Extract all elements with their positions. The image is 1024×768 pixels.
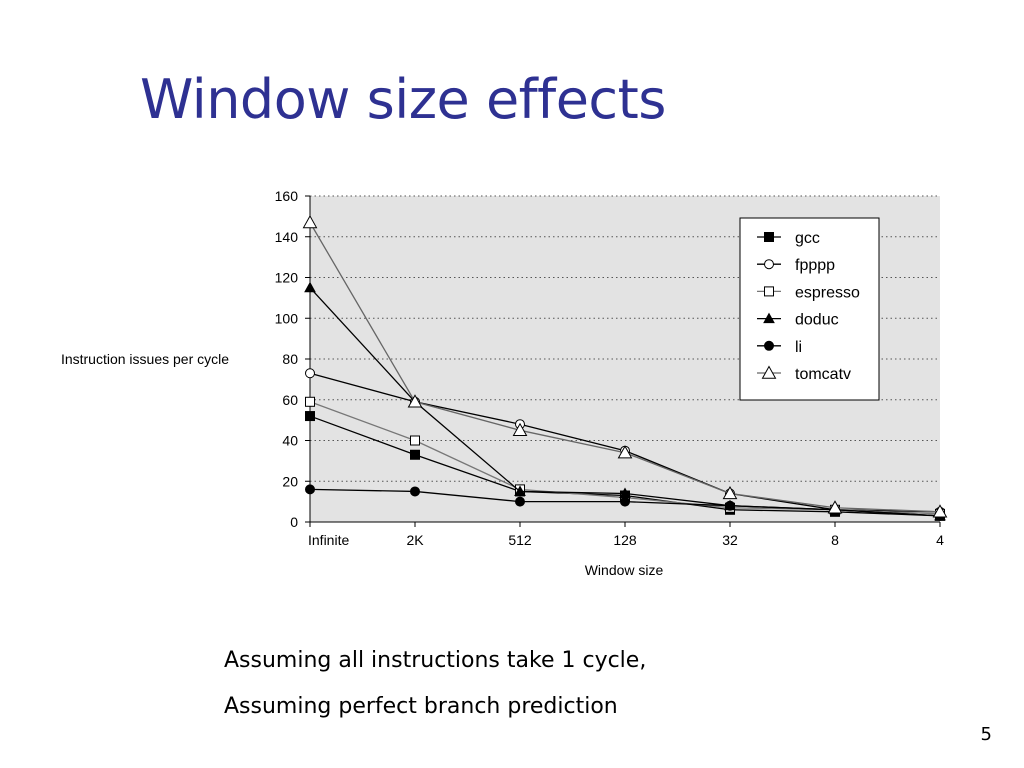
x-tick-label: 8	[831, 532, 839, 548]
x-tick-label: 128	[613, 532, 637, 548]
legend: gcc fpppp espresso doduc li tomcatv	[739, 217, 880, 401]
data-point-tomcatv	[722, 485, 738, 500]
data-point-li	[725, 500, 735, 511]
legend-label-gcc: gcc	[795, 230, 820, 247]
data-point-li	[410, 486, 420, 497]
data-point-li	[305, 484, 315, 495]
data-point-li	[620, 496, 630, 507]
y-tick-label: 60	[282, 392, 298, 408]
x-axis-ticks: Infinite 2K 512 128 32 8 4	[308, 522, 944, 548]
x-tick-label: 4	[936, 532, 944, 548]
page-number: 5	[980, 724, 992, 745]
note-instruction-cycle: Assuming all instructions take 1 cycle,	[224, 648, 647, 673]
x-tick-label: 32	[722, 532, 738, 548]
y-axis-ticks: 0 20 40 60 80 100 120 140 160	[275, 188, 310, 530]
legend-label-li: li	[795, 339, 802, 356]
y-axis-label: Instruction issues per cycle	[61, 351, 229, 367]
legend-label-fpppp: fpppp	[795, 257, 835, 274]
x-tick-label: Infinite	[308, 532, 349, 548]
legend-box	[739, 217, 880, 401]
y-tick-label: 160	[275, 188, 299, 204]
data-point-espresso	[410, 435, 420, 446]
y-tick-label: 140	[275, 229, 299, 245]
legend-label-espresso: espresso	[795, 284, 860, 301]
y-tick-label: 40	[282, 433, 298, 449]
x-tick-label: 2K	[406, 532, 424, 548]
data-point-gcc	[305, 411, 315, 422]
legend-label-doduc: doduc	[795, 312, 839, 329]
y-tick-label: 20	[282, 473, 298, 489]
legend-marker-gcc	[764, 232, 774, 242]
legend-marker-tomcatv	[761, 365, 777, 379]
legend-label-tomcatv: tomcatv	[795, 366, 851, 383]
series-layer	[302, 214, 948, 521]
data-point-tomcatv	[512, 422, 528, 437]
y-tick-label: 120	[275, 270, 299, 286]
data-point-espresso	[305, 396, 315, 407]
x-tick-label: 512	[508, 532, 532, 548]
data-point-tomcatv	[302, 214, 318, 229]
x-axis-label: Window size	[585, 562, 664, 578]
legend-marker-li	[764, 340, 774, 351]
data-point-tomcatv	[617, 445, 633, 459]
data-point-doduc	[304, 281, 316, 293]
slide-title: Window size effects	[140, 68, 666, 131]
data-point-gcc	[410, 449, 420, 460]
legend-marker-doduc	[763, 312, 775, 324]
legend-marker-fpppp	[764, 259, 774, 270]
legend-marker-espresso	[764, 286, 774, 297]
data-point-fpppp	[305, 368, 315, 379]
series-tomcatv	[302, 214, 948, 518]
y-tick-label: 100	[275, 310, 299, 326]
data-point-li	[515, 496, 525, 507]
data-point-tomcatv	[932, 504, 948, 518]
note-branch-prediction: Assuming perfect branch prediction	[224, 694, 618, 719]
data-point-tomcatv	[827, 500, 843, 514]
y-tick-label: 80	[282, 351, 298, 367]
data-point-doduc	[514, 485, 526, 496]
gridlines	[310, 195, 940, 482]
data-point-tomcatv	[407, 394, 423, 408]
y-tick-label: 0	[290, 514, 298, 530]
